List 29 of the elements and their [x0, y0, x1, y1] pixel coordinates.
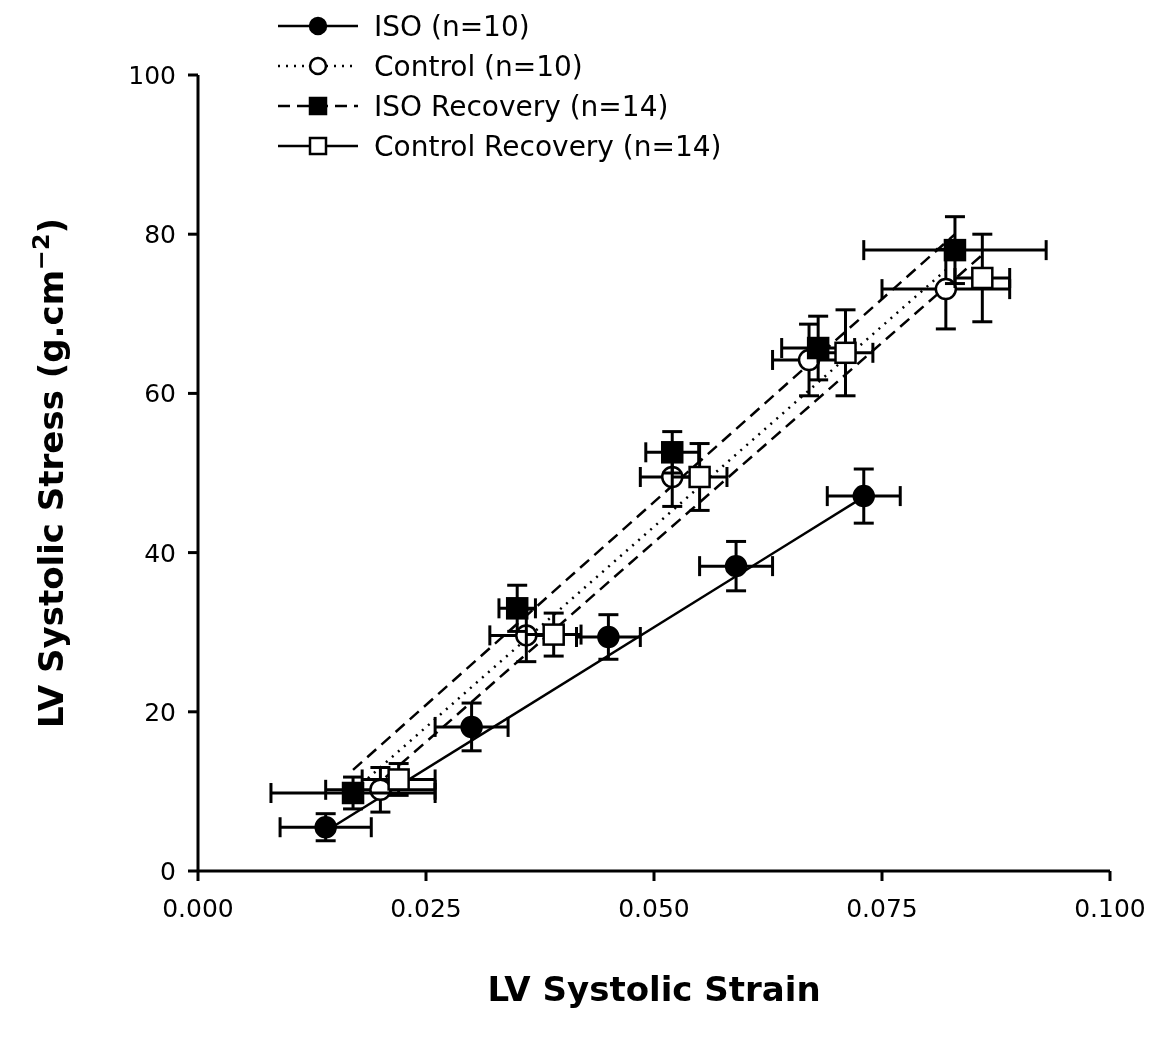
y-tick-label: 20 [144, 697, 176, 727]
point [460, 715, 483, 739]
point [660, 441, 684, 464]
point [387, 768, 410, 791]
x-tick-label: 0.000 [162, 894, 234, 923]
y-tick-label: 80 [144, 220, 176, 250]
legend-label: Control (n=10) [374, 50, 583, 83]
y-tick-label: 40 [144, 538, 176, 568]
x-axis-title: LV Systolic Strain [487, 969, 821, 1009]
point [943, 238, 967, 262]
y-tick-label: 0 [160, 857, 176, 886]
point [341, 781, 365, 805]
legend-label: ISO (n=10) [374, 10, 530, 43]
point [852, 484, 876, 508]
point [542, 623, 565, 646]
point [597, 625, 620, 649]
legend-label: Control Recovery (n=14) [374, 130, 722, 163]
point [834, 341, 857, 365]
legend-label: ISO Recovery (n=14) [374, 90, 669, 123]
y-tick-label: 100 [128, 61, 176, 90]
x-tick-label: 0.050 [618, 894, 690, 923]
point [505, 597, 529, 620]
x-tick-label: 0.025 [390, 894, 462, 923]
point [971, 266, 994, 290]
y-tick-label: 60 [144, 379, 176, 409]
x-tick-label: 0.075 [846, 894, 918, 923]
x-tick-label: 0.100 [1074, 894, 1146, 923]
point [688, 465, 711, 489]
point [724, 554, 748, 578]
